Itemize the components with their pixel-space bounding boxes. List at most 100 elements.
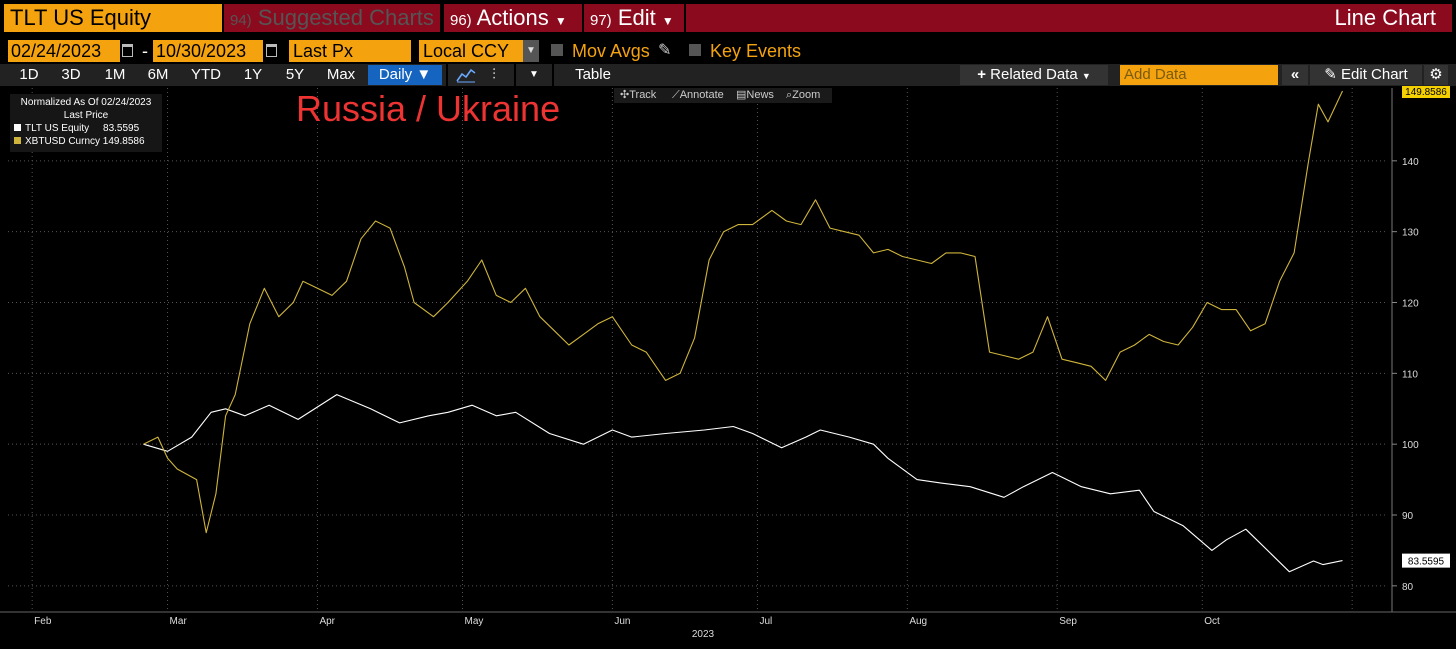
security-label: TLT US Equity <box>10 5 152 30</box>
x-tick-label: Sep <box>1059 616 1077 627</box>
suggested-label: Suggested Charts <box>257 5 434 30</box>
pencil-icon[interactable]: ✎ <box>658 42 672 59</box>
range-1y[interactable]: 1Y <box>243 66 263 83</box>
news-button[interactable]: ▤ News <box>736 89 774 101</box>
currency-caret-icon[interactable]: ▼ <box>523 40 539 62</box>
news-label: News <box>746 89 774 101</box>
track-label: Track <box>629 89 657 101</box>
bar-chart-icon[interactable]: ⫶ <box>492 66 496 83</box>
key-events-checkbox[interactable] <box>689 44 701 56</box>
range-5y[interactable]: 5Y <box>285 66 305 83</box>
x-tick-label: Jul <box>759 616 772 627</box>
frequency-label: Daily <box>378 66 413 83</box>
actions-menu[interactable]: 96) Actions ▼ <box>444 4 582 32</box>
related-data-caret-icon: ▼ <box>1081 71 1091 81</box>
legend-title: Normalized As Of 02/24/2023 <box>20 97 152 108</box>
pencil-icon: ✎ <box>1324 66 1337 83</box>
actions-caret-icon: ▼ <box>554 14 567 28</box>
mov-avgs-label: Mov Avgs <box>572 41 650 61</box>
collapse-icon[interactable]: « <box>1282 65 1308 85</box>
annotation-text: Russia / Ukraine <box>296 88 561 129</box>
range-1d[interactable]: 1D <box>19 66 39 83</box>
edit-label: Edit <box>617 5 656 30</box>
start-date-input[interactable]: 02/24/2023 <box>8 40 120 62</box>
y-tick-label: 140 <box>1402 157 1419 168</box>
gear-icon[interactable]: ⚙ <box>1424 65 1448 85</box>
line-chart-icon[interactable] <box>452 65 480 85</box>
security-field[interactable]: TLT US Equity <box>4 4 222 32</box>
y-tick-label: 80 <box>1402 582 1414 593</box>
annotate-button[interactable]: ⟋ Annotate <box>672 89 724 101</box>
add-data-input[interactable]: Add Data <box>1120 65 1278 85</box>
chart-style-caret-icon[interactable]: ▼ <box>529 69 539 80</box>
range-max[interactable]: Max <box>326 66 356 83</box>
range-3d[interactable]: 3D <box>61 66 81 83</box>
series-line-tlt[interactable] <box>143 394 1343 573</box>
table-button[interactable]: Table <box>575 66 611 83</box>
y-tick-label: 120 <box>1402 299 1419 310</box>
x-tick-label: Mar <box>170 616 188 627</box>
mov-avgs-checkbox[interactable] <box>551 44 563 56</box>
chart-area[interactable]: 80 90 100 110 120 130 140 Feb Mar Apr May Jun Jul Aug… <box>0 86 1456 649</box>
edit-num: 97) <box>590 12 612 29</box>
key-events-label: Key Events <box>710 41 802 61</box>
field-select[interactable]: Last Px <box>289 40 411 62</box>
date-bar: 02/24/2023 - 10/30/2023 Last Px Local CC… <box>0 38 1456 64</box>
divider <box>514 64 516 86</box>
related-data-menu[interactable]: + Related Data ▼ <box>960 65 1108 85</box>
actions-label: Actions <box>476 5 549 30</box>
range-ytd[interactable]: YTD <box>191 66 221 83</box>
range-6m[interactable]: 6M <box>147 66 169 83</box>
annotate-label: Annotate <box>679 89 724 101</box>
suggested-num: 94) <box>230 12 252 29</box>
actions-num: 96) <box>450 12 472 29</box>
divider <box>446 64 448 86</box>
currency-select[interactable]: Local CCY <box>419 40 523 62</box>
x-tick-label: Oct <box>1204 616 1220 627</box>
zoom-button[interactable]: ⌕ Zoom <box>786 89 821 101</box>
track-button[interactable]: ✣ Track <box>620 89 657 101</box>
y-tick-label: 100 <box>1402 440 1419 451</box>
frequency-select[interactable]: Daily ▼ <box>368 65 442 85</box>
legend-name: XBTUSD Curncy <box>25 136 101 147</box>
end-date-input[interactable]: 10/30/2023 <box>153 40 263 62</box>
edit-chart-button[interactable]: ✎ Edit Chart <box>1310 65 1422 85</box>
related-data-label: Related Data <box>990 66 1078 83</box>
calendar-icon[interactable] <box>266 44 277 57</box>
legend-value: 83.5595 <box>103 123 140 134</box>
legend-entry-xbt: XBTUSD Curncy 149.8586 <box>14 135 158 148</box>
toolbar: 1D 3D 1M 6M YTD 1Y 5Y Max Daily ▼ ⫶ ▼ Ta… <box>0 64 1456 86</box>
last-value-label: 149.8586 <box>1405 87 1447 98</box>
range-1m[interactable]: 1M <box>104 66 126 83</box>
divider <box>552 64 554 86</box>
zoom-label: Zoom <box>792 89 821 101</box>
chart-legend: Normalized As Of 02/24/2023 Last Price T… <box>10 94 162 152</box>
legend-name: TLT US Equity <box>25 123 90 134</box>
edit-caret-icon: ▼ <box>661 14 674 28</box>
legend-entry-tlt: TLT US Equity 83.5595 <box>14 122 158 135</box>
last-value-label: 83.5595 <box>1408 557 1445 568</box>
last-value-badge <box>1402 86 1450 99</box>
x-tick-label: Feb <box>34 616 52 627</box>
top-bar: TLT US Equity 94) Suggested Charts 96) A… <box>0 0 1456 36</box>
legend-swatch <box>14 137 21 144</box>
x-axis-label: 2023 <box>692 629 715 640</box>
suggested-charts-button[interactable]: 94) Suggested Charts <box>224 4 440 32</box>
legend-swatch <box>14 124 21 131</box>
x-tick-label: Jun <box>614 616 630 627</box>
series-line-xbtusd[interactable] <box>143 90 1343 534</box>
y-tick-label: 90 <box>1402 511 1414 522</box>
x-tick-label: Apr <box>319 616 335 627</box>
calendar-icon[interactable] <box>122 44 133 57</box>
y-tick-label: 130 <box>1402 228 1419 239</box>
legend-subtitle: Last Price <box>63 110 109 121</box>
edit-chart-label: Edit Chart <box>1341 66 1408 83</box>
edit-menu[interactable]: 97) Edit ▼ <box>584 4 684 32</box>
chart-mini-toolbar: ✣ Track ⟋ Annotate ▤ News ⌕ Zoom <box>614 88 832 103</box>
last-value-badge <box>1402 553 1450 568</box>
x-tick-label: May <box>464 616 483 627</box>
legend-value: 149.8586 <box>102 136 145 147</box>
date-dash: - <box>142 41 148 61</box>
frequency-caret-icon: ▼ <box>416 66 432 83</box>
x-tick-label: Aug <box>909 616 927 627</box>
